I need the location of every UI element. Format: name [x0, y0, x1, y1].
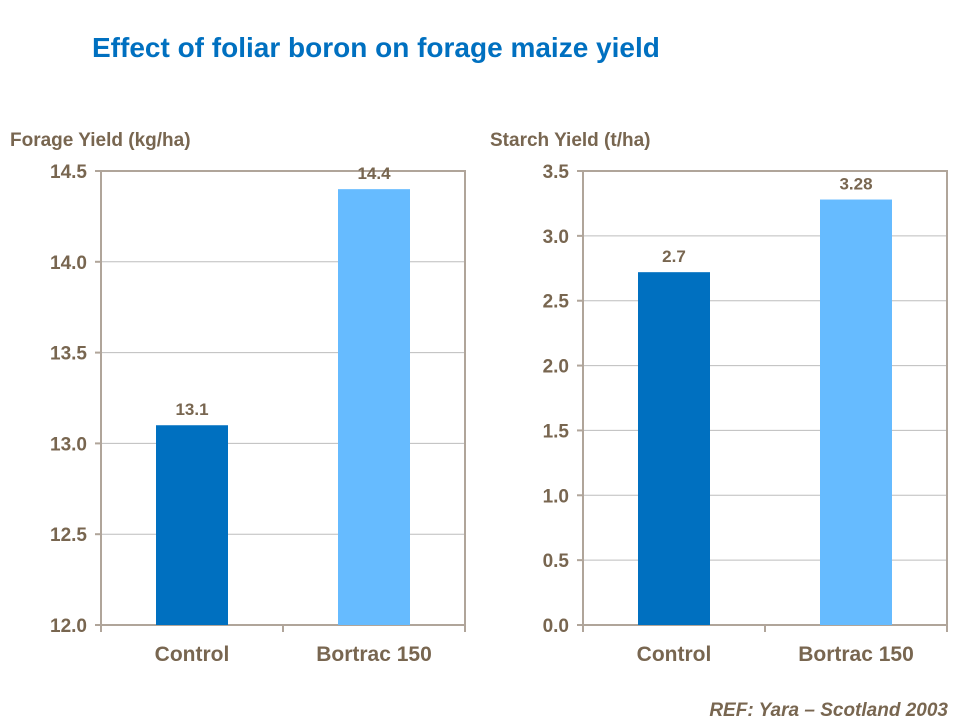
y-tick-label: 2.0: [543, 357, 569, 378]
plot-frame: [100, 170, 466, 626]
data-label: 13.1: [175, 400, 208, 419]
y-tick-label: 1.5: [543, 421, 570, 442]
reference-note: REF: Yara – Scotland 2003: [709, 700, 948, 720]
y-tick-label: 0.0: [543, 616, 569, 637]
bar-control: [156, 425, 228, 625]
x-tick-label: Control: [637, 643, 712, 666]
data-label: 3.28: [839, 175, 872, 194]
x-tick-label: Bortrac 150: [798, 643, 914, 666]
y-axis-label: Starch Yield (t/ha): [490, 130, 650, 151]
y-tick-label: 13.0: [50, 434, 87, 455]
y-tick-label: 12.0: [50, 616, 87, 637]
y-tick-label: 14.5: [50, 162, 87, 183]
y-tick-label: 12.5: [50, 525, 87, 546]
y-tick-label: 0.5: [543, 551, 570, 572]
y-axis-label: Forage Yield (kg/ha): [10, 130, 191, 151]
y-tick-label: 3.0: [543, 227, 569, 248]
bar-control: [638, 272, 710, 625]
y-tick-label: 13.5: [50, 344, 87, 365]
bar-bortrac-150: [338, 189, 410, 625]
x-tick-label: Control: [155, 643, 230, 666]
y-tick-label: 3.5: [543, 162, 570, 183]
bar-bortrac-150: [820, 199, 892, 625]
y-tick-label: 14.0: [50, 253, 87, 274]
y-tick-label: 1.0: [543, 486, 569, 507]
y-tick-label: 2.5: [543, 292, 570, 313]
data-label: 14.4: [357, 164, 391, 183]
plot-frame: [582, 170, 948, 626]
data-label: 2.7: [662, 247, 686, 266]
x-tick-label: Bortrac 150: [316, 643, 432, 666]
slide-title: Effect of foliar boron on forage maize y…: [92, 32, 660, 63]
